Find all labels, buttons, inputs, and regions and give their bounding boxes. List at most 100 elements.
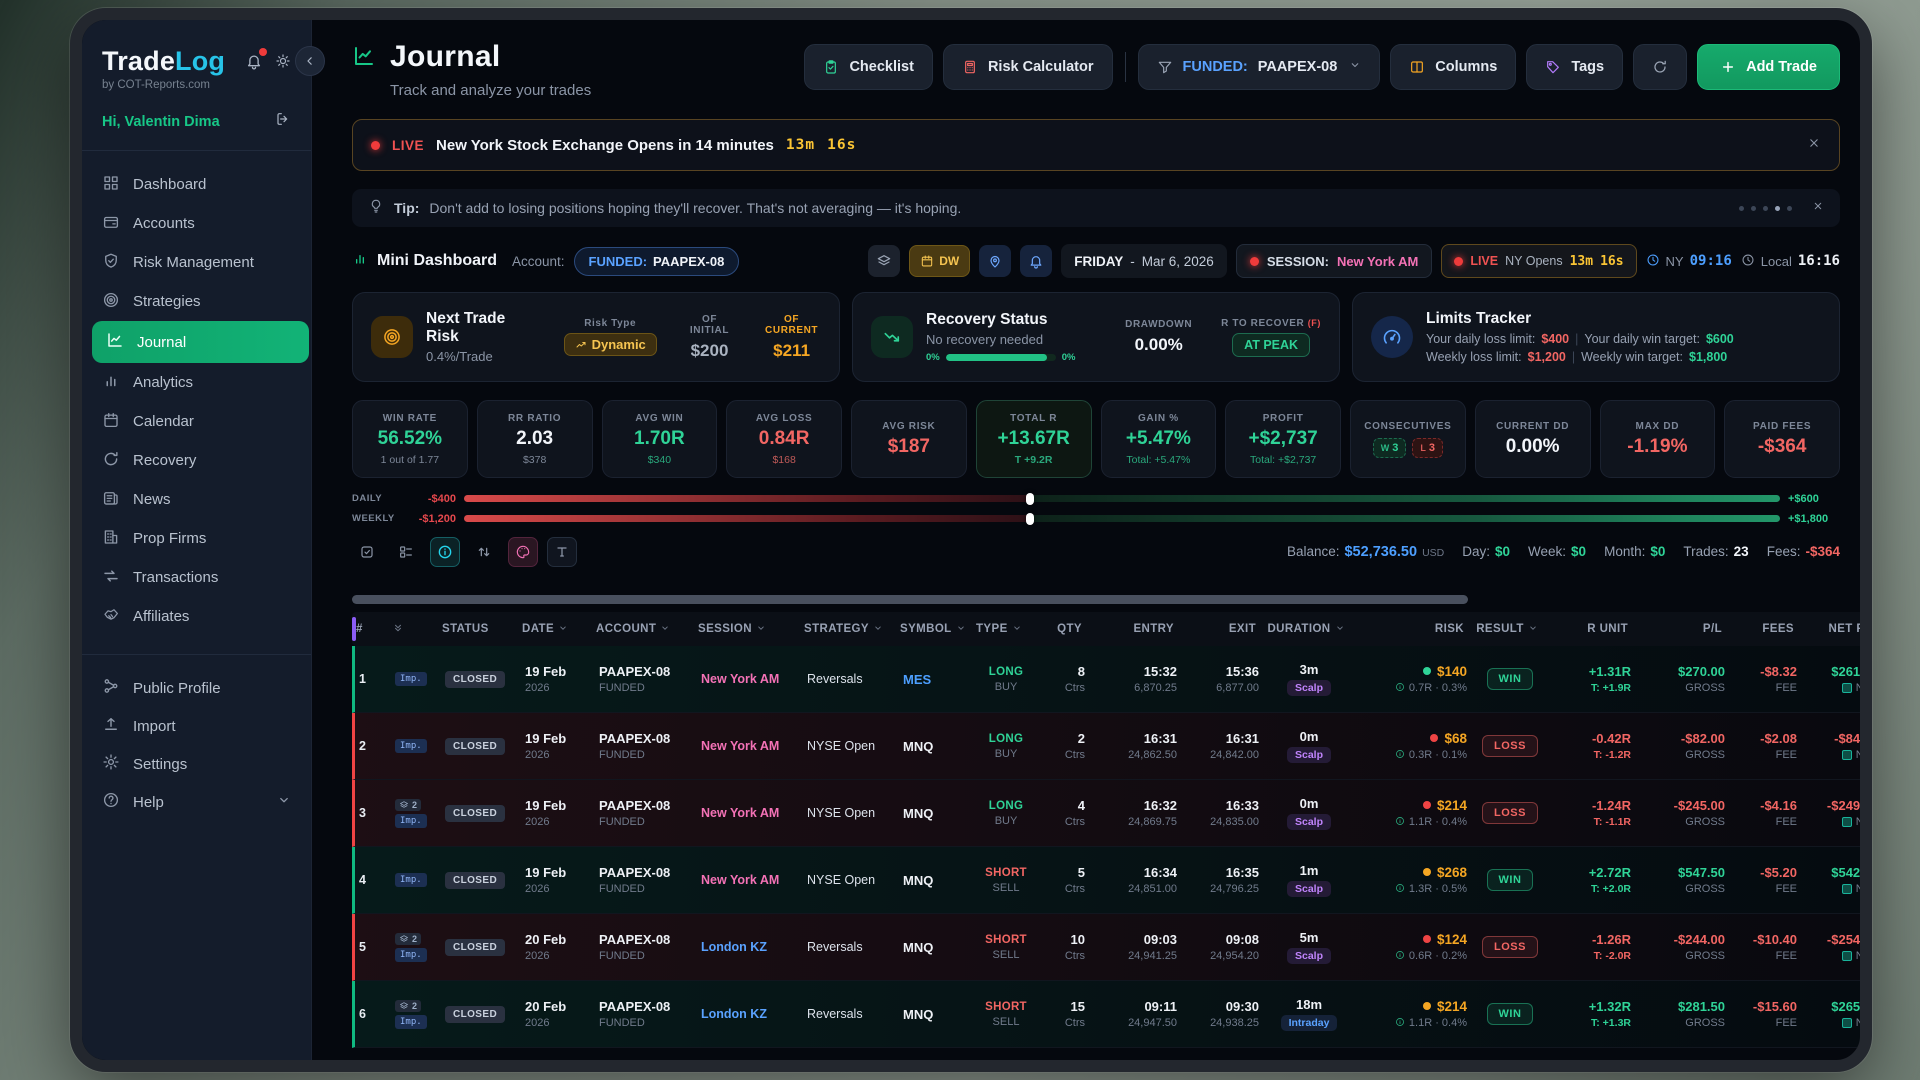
sidebar-item-prop-firms[interactable]: Prop Firms — [82, 519, 311, 558]
account-badge[interactable]: FUNDED: PAAPEX-08 — [573, 246, 740, 276]
table-row[interactable]: 5 2 Imp. CLOSED 20 Feb 2026 PAAPEX-08 FUND… — [352, 914, 1860, 981]
text-size-button[interactable] — [547, 537, 577, 567]
notification-dot — [259, 48, 267, 56]
layers-button[interactable] — [868, 245, 901, 277]
upload-icon — [102, 715, 120, 737]
col-duration[interactable]: DURATION — [1260, 623, 1352, 636]
row-density-button[interactable] — [391, 537, 421, 567]
col-strategy[interactable]: STRATEGY — [800, 623, 896, 636]
refresh-button[interactable] — [1633, 44, 1688, 90]
sidebar-item-label: Strategies — [133, 293, 201, 310]
select-rows-button[interactable] — [352, 537, 382, 567]
sidebar-item-help[interactable]: Help — [82, 783, 311, 821]
table-row[interactable]: 2 Imp. CLOSED 19 Feb 2026 PAAPEX-08 FUNDED… — [352, 713, 1860, 780]
grouped-trades-badge: 2 — [395, 999, 422, 1012]
close-icon[interactable] — [1812, 199, 1824, 217]
col-pl[interactable]: P/L — [1702, 623, 1722, 635]
col-symbol[interactable]: SYMBOL — [896, 623, 972, 636]
sidebar-item-affiliates[interactable]: Affiliates — [82, 597, 311, 636]
cell-badges: 2 Imp. — [391, 932, 441, 962]
sidebar-item-journal[interactable]: Journal — [92, 321, 309, 363]
stat-avg-win: AVG WIN 1.70R $340 — [601, 400, 718, 478]
filter-value: PAAPEX-08 — [1257, 59, 1338, 75]
card-subtitle: No recovery needed — [926, 332, 1044, 347]
gear-icon — [102, 753, 120, 775]
sidebar-item-news[interactable]: News — [82, 480, 311, 519]
col-date[interactable]: DATE — [518, 623, 592, 636]
daily-bar-track — [464, 492, 1780, 505]
col-type[interactable]: TYPE — [972, 623, 1034, 636]
info-toggle-button[interactable] — [430, 537, 460, 567]
pin-button[interactable] — [979, 245, 1012, 277]
cell-fees: -$10.40 FEE — [1752, 932, 1797, 962]
col-risk[interactable]: RISK — [1434, 623, 1464, 635]
col-sort-all[interactable] — [388, 622, 438, 637]
lightbulb-icon — [368, 198, 384, 219]
imported-badge: Imp. — [395, 947, 427, 962]
ny-opens-countdown: LIVE NY Opens 13m 16s — [1441, 244, 1637, 278]
sidebar-item-calendar[interactable]: Calendar — [82, 402, 311, 441]
table-row[interactable]: 3 2 Imp. CLOSED 19 Feb 2026 PAAPEX-08 FUND… — [352, 780, 1860, 847]
cell-account: PAAPEX-08 FUNDED — [599, 664, 671, 694]
cell-date: 19 Feb 2026 — [525, 798, 567, 828]
add-trade-button[interactable]: Add Trade — [1697, 44, 1840, 90]
col-fees[interactable]: FEES — [1762, 623, 1794, 635]
sidebar-item-strategies[interactable]: Strategies — [82, 282, 311, 321]
recovery-status-card: Recovery Status No recovery needed 0% 0% … — [852, 292, 1340, 382]
sidebar-item-accounts[interactable]: Accounts — [82, 204, 311, 243]
sidebar-item-settings[interactable]: Settings — [82, 745, 311, 783]
sidebar-collapse-button[interactable] — [295, 46, 325, 76]
cell-result: WIN — [1471, 869, 1549, 891]
risk-type-badge[interactable]: Dynamic — [563, 333, 657, 356]
col-account[interactable]: ACCOUNT — [592, 623, 694, 636]
weekly-bar-label: WEEKLY — [352, 513, 395, 524]
sidebar-item-import[interactable]: Import — [82, 707, 311, 745]
checklist-button[interactable]: Checklist — [804, 44, 933, 90]
col-r-unit[interactable]: R UNIT — [1587, 623, 1628, 635]
col-result[interactable]: RESULT — [1468, 623, 1546, 636]
scrollbar-thumb[interactable] — [352, 595, 1468, 604]
sidebar-item-recovery[interactable]: Recovery — [82, 441, 311, 480]
tip-pagination-dots[interactable] — [1739, 205, 1792, 211]
col-entry[interactable]: ENTRY — [1133, 623, 1174, 635]
table-row[interactable]: 1 Imp. CLOSED 19 Feb 2026 PAAPEX-08 FUNDED… — [352, 646, 1860, 713]
daily-bar-marker — [1025, 492, 1034, 505]
col-session[interactable]: SESSION — [694, 623, 800, 636]
cell-entry: 16:31 24,862.50 — [1128, 731, 1177, 761]
col-exit[interactable]: EXIT — [1228, 623, 1256, 635]
col-status[interactable]: STATUS — [442, 623, 489, 635]
chevron-down-icon — [558, 623, 568, 636]
sidebar-divider — [82, 150, 311, 151]
chevron-down-icon — [277, 793, 291, 811]
trades-value: 23 — [1733, 544, 1749, 559]
table-row[interactable]: 4 Imp. CLOSED 19 Feb 2026 PAAPEX-08 FUNDED… — [352, 847, 1860, 914]
sidebar-item-analytics[interactable]: Analytics — [82, 363, 311, 402]
col-net-pl[interactable]: NET P/ — [1828, 623, 1860, 635]
account-filter-dropdown[interactable]: FUNDED: PAAPEX-08 — [1137, 44, 1381, 90]
sidebar-item-public-profile[interactable]: Public Profile — [82, 669, 311, 707]
color-palette-button[interactable] — [508, 537, 538, 567]
sort-button[interactable] — [469, 537, 499, 567]
theme-sun-icon[interactable] — [275, 53, 291, 74]
checklist-clipboard-icon — [823, 59, 839, 75]
app-logo: TradeLog — [102, 46, 225, 77]
risk-calculator-button[interactable]: Risk Calculator — [942, 44, 1113, 90]
ny-clock: NY 09:16 — [1646, 253, 1732, 270]
result-badge: LOSS — [1482, 735, 1538, 757]
daily-weekly-toggle-button[interactable]: DW — [909, 245, 971, 277]
sidebar-item-transactions[interactable]: Transactions — [82, 558, 311, 597]
notifications-bell-icon[interactable] — [245, 48, 267, 75]
tags-button[interactable]: Tags — [1526, 44, 1624, 90]
alerts-bell-button[interactable] — [1020, 245, 1053, 277]
table-row[interactable]: 6 2 Imp. CLOSED 20 Feb 2026 PAAPEX-08 FUND… — [352, 981, 1860, 1048]
sidebar-item-dashboard[interactable]: Dashboard — [82, 165, 311, 204]
card-title: Limits Tracker — [1426, 310, 1532, 327]
col-qty[interactable]: QTY — [1057, 623, 1082, 635]
cell-session: New York AM — [701, 739, 780, 753]
columns-button[interactable]: Columns — [1390, 44, 1517, 90]
local-clock-label: Local — [1760, 253, 1792, 269]
sidebar-item-risk-management[interactable]: Risk Management — [82, 243, 311, 282]
close-icon[interactable] — [1807, 136, 1821, 155]
stat-avg-loss: AVG LOSS 0.84R $168 — [726, 400, 842, 478]
logout-icon[interactable] — [275, 111, 291, 132]
